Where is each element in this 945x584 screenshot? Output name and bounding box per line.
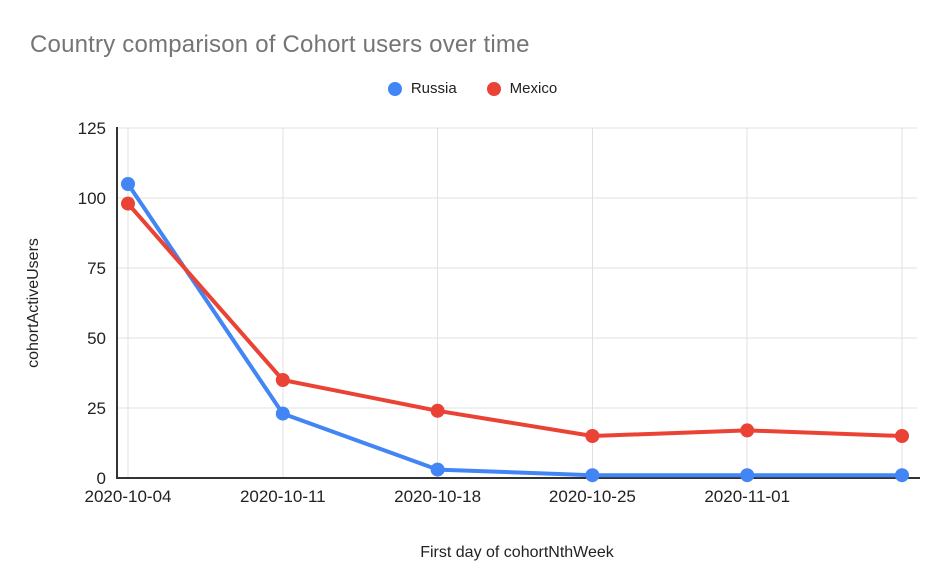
x-tick-label: 2020-11-01 — [704, 487, 790, 506]
data-point-russia — [430, 462, 445, 477]
data-point-mexico — [121, 196, 135, 211]
legend-label-mexico: Mexico — [509, 80, 558, 97]
series-line-russia — [126, 182, 904, 478]
y-tick-label: 25 — [87, 399, 106, 418]
x-tick-label: 2020-10-11 — [240, 487, 326, 506]
plot-series-and-axes: 0 25 50 75 100 125 2020-10-04 2020-10-11 2020-10… — [78, 119, 920, 506]
series-line-mexico — [126, 201, 904, 438]
data-point-mexico — [430, 403, 445, 418]
data-point-mexico — [895, 429, 909, 443]
y-tick-label: 0 — [97, 469, 106, 488]
x-axis-title: First day of cohortNthWeek — [420, 544, 615, 561]
legend-label-russia: Russia — [410, 80, 457, 97]
legend-marker-mexico-icon — [486, 81, 501, 96]
y-tick-label: 125 — [78, 119, 106, 138]
data-point-russia — [740, 468, 755, 483]
data-point-mexico — [740, 423, 755, 438]
data-point-russia — [275, 406, 290, 421]
legend-item-russia[interactable]: Russia — [387, 80, 457, 97]
x-tick-label: 2020-10-18 — [394, 487, 481, 506]
legend-marker-russia-icon — [387, 81, 402, 96]
y-axis-title: cohortActiveUsers — [25, 238, 42, 368]
data-point-russia — [585, 468, 600, 483]
data-point-mexico — [275, 373, 290, 387]
x-tick-label: 2020-10-25 — [549, 487, 636, 506]
y-tick-label: 100 — [78, 189, 106, 208]
y-tick-label: 75 — [87, 259, 106, 278]
x-tick-label: 2020-10-04 — [85, 487, 172, 506]
data-point-mexico — [585, 429, 600, 443]
chart-title: Country comparison of Cohort users over … — [30, 31, 530, 58]
legend-item-mexico[interactable]: Mexico — [486, 80, 558, 97]
legend: Russia Mexico — [0, 80, 945, 97]
data-point-russia — [121, 177, 135, 191]
y-tick-label: 50 — [87, 329, 106, 348]
data-point-russia — [895, 468, 909, 483]
